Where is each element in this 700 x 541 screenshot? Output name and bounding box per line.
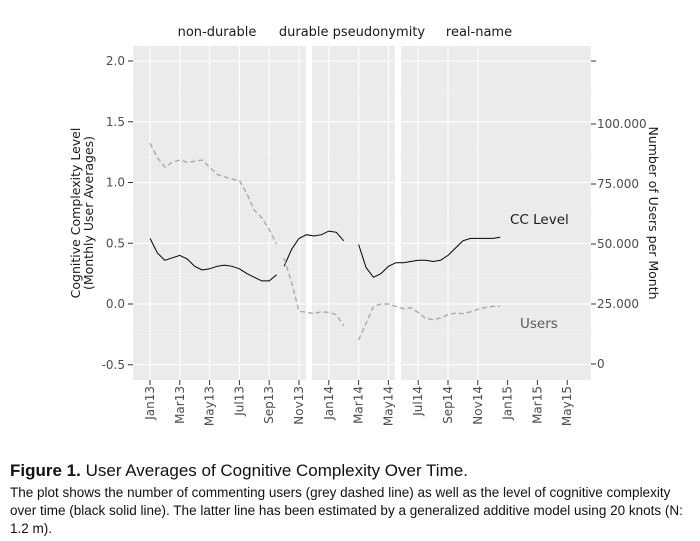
chart: -0.5 0.0 0.5 1.0 1.5 2.0 0 25.000 50.000 75.000 10…	[68, 25, 661, 426]
cc-level-line-segment-1	[149, 238, 277, 282]
y-tick-label-left: 1.0	[106, 176, 125, 190]
figure-caption: Figure 1. User Averages of Cognitive Com…	[10, 460, 695, 538]
x-tick-label: Mar15	[530, 386, 544, 424]
y-axis-title-left-line2: (Monthly User Averages)	[81, 136, 96, 290]
panel-real-name	[401, 46, 591, 380]
x-tick-label: Jan14	[322, 386, 336, 421]
caption-text: The plot shows the number of commenting …	[10, 485, 683, 536]
x-tick-label: May14	[381, 386, 395, 426]
caption-heading: Figure 1. User Averages of Cognitive Com…	[10, 460, 695, 482]
users-annotation: Users	[520, 316, 558, 332]
x-tick-label: Jan13	[143, 386, 157, 421]
figure-label: Figure 1.	[10, 461, 81, 480]
x-tick-label: Nov13	[292, 386, 306, 425]
panel-non-durable	[133, 46, 306, 380]
y-tick-label-right: 25.000	[597, 297, 639, 311]
y-tick-label-left: 0.0	[106, 297, 125, 311]
x-tick-label: Mar13	[173, 386, 187, 424]
users-line-segment-3	[358, 303, 501, 341]
series-lines	[149, 142, 501, 341]
cc-level-line-segment-2	[283, 230, 345, 267]
y-axis-title-right: Number of Users per Month	[646, 126, 661, 299]
cc-level-annotation: CC Level	[510, 212, 569, 228]
x-tick-label: May15	[560, 386, 574, 426]
x-tick-label: Nov14	[471, 386, 485, 425]
figure-title: User Averages of Cognitive Complexity Ov…	[85, 461, 468, 480]
x-tick-label: Sep13	[262, 386, 276, 424]
y-tick-label-left: 1.5	[106, 115, 125, 129]
users-line-segment-2	[283, 258, 345, 326]
x-tick-label: Sep14	[441, 386, 455, 424]
y-tick-label-right: 75.000	[597, 177, 639, 191]
panel-title-non-durable: non-durable	[178, 25, 257, 40]
y-tick-label-right: 0	[597, 357, 605, 371]
panel-title-durable-pseudonymity: durable pseudonymity	[279, 25, 426, 40]
x-tick-label: Jul14	[411, 386, 425, 417]
y-tick-label-right: 100.000	[597, 117, 647, 131]
x-tick-label: Jan15	[501, 386, 515, 421]
panel-title-real-name: real-name	[446, 25, 512, 40]
panel-durable-pseudonymity	[312, 46, 395, 380]
y-axis-title-left-line1: Cognitive Complexity Level	[68, 128, 83, 299]
y-tick-label-left: 2.0	[106, 54, 125, 68]
axes: -0.5 0.0 0.5 1.0 1.5 2.0 0 25.000 50.000 75.000 10…	[102, 54, 647, 426]
users-line-segment-1	[149, 142, 278, 245]
y-tick-label-left: -0.5	[102, 358, 125, 372]
x-tick-label: Jul13	[232, 386, 246, 417]
cc-level-line-segment-3	[358, 236, 501, 278]
x-tick-label: May13	[203, 386, 217, 426]
x-tick-label: Mar14	[352, 386, 366, 424]
y-tick-label-left: 0.5	[106, 236, 125, 250]
plot-panels	[133, 46, 591, 380]
y-tick-label-right: 50.000	[597, 237, 639, 251]
